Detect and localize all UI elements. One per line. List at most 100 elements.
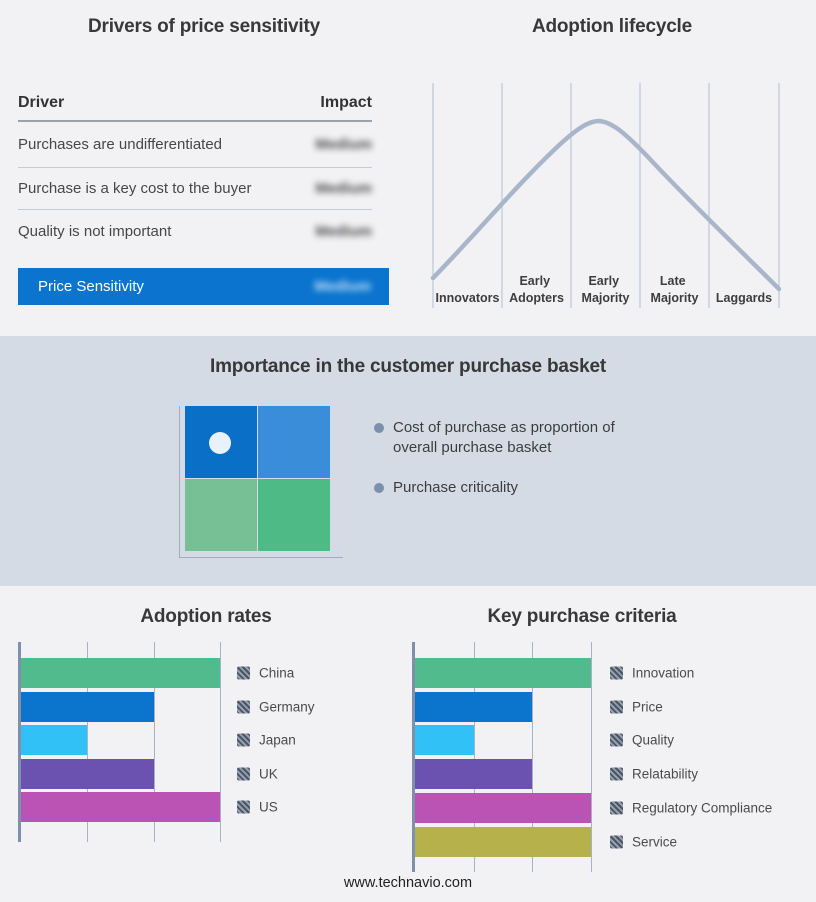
gridline [220,642,221,842]
legend-item-quality: Quality [610,733,674,748]
legend-label: US [259,799,278,815]
drivers-table-header: Driver Impact [18,94,372,122]
website-link: www.technavio.com [343,875,473,891]
bar-japan [21,725,88,755]
basket-bullet-list: Cost of purchase as proportion of overal… [374,418,626,498]
bar-price [415,691,533,722]
quadrant-bottom-right [258,479,330,551]
legend-label: Japan [259,732,296,748]
quadrant-x-axis [179,557,343,558]
gridline [153,642,155,842]
quadrant-top-right [258,406,330,478]
stage-label: Innovators [436,291,500,305]
basket-title: Importance in the customer purchase bask… [210,356,606,377]
table-row: Purchase is a key cost to the buyer Medi… [18,168,372,210]
gridline [87,642,89,842]
legend-item-germany: Germany [237,699,315,714]
lifecycle-stage-labels: Innovators Early Adopters Early Majority… [436,274,773,305]
lifecycle-gridlines [432,83,780,308]
top-section: Drivers of price sensitivity Adoption li… [0,0,816,336]
legend-label: Innovation [632,665,695,681]
legend-swatch-icon [237,666,250,680]
legend-item-price: Price [610,699,663,714]
key-purchase-criteria-plot [412,642,594,872]
table-spacer [18,252,389,268]
stage-label: Late Majority [651,274,699,305]
column-driver: Driver [18,94,65,111]
position-marker-dot [209,432,231,454]
legend-label: UK [259,766,278,781]
stage-label: Early Majority [582,274,630,305]
quadrant-bottom-left [185,479,257,551]
legend-swatch-icon [610,801,623,815]
legend-label: Regulatory Compliance [632,800,773,816]
bullet-icon [374,423,384,433]
legend-swatch-icon [610,666,623,680]
legend-swatch-icon [610,700,623,714]
driver-label: Quality is not important [18,222,172,240]
price-sensitivity-row: Price Sensitivity Medium [18,268,389,305]
driver-label: Purchase is a key cost to the buyer [18,180,252,197]
column-impact: Impact [320,94,372,111]
stage-label: Early Adopters [509,274,564,305]
gridline [473,642,475,872]
legend-label: China [259,665,295,681]
bullet-icon [374,483,384,493]
purchase-basket-section: Importance in the customer purchase bask… [0,336,816,586]
bar-service [415,826,591,857]
gridline [532,642,534,872]
key-purchase-criteria-title: Key purchase criteria [487,606,677,627]
drivers-title: Drivers of price sensitivity [87,16,320,37]
legend-swatch-icon [237,800,250,814]
legend-item-japan: Japan [237,733,296,748]
impact-value-blurred: Medium [315,222,372,240]
legend-swatch-icon [610,733,623,747]
bar-regulatory-compliance [415,792,591,823]
legend-item-uk: UK [237,766,278,781]
lifecycle-chart: Innovators Early Adopters Early Majority… [430,83,782,308]
legend-swatch-icon [237,700,250,713]
bottom-section: Adoption rates Key purchase criteria Chi… [0,586,816,902]
bar-china [21,658,220,688]
legend-label: Germany [259,699,315,714]
drivers-table: Driver Impact Purchases are undifferenti… [18,94,389,305]
impact-value-blurred: Medium [314,278,371,295]
legend-swatch-icon [237,733,250,747]
bullet-text: Cost of purchase as proportion of overal… [393,419,615,456]
legend-item-relatability: Relatability [610,767,698,782]
lifecycle-title: Adoption lifecycle [531,16,693,37]
driver-label: Purchases are undifferentiated [18,136,223,153]
bar-quality [415,725,474,756]
legend-item-service: Service [610,834,677,849]
adoption-rates-chart: China Germany Japan UK US [18,642,315,842]
adoption-rates-plot [18,642,223,842]
impact-value-blurred: Medium [315,180,372,197]
list-item: Cost of purchase as proportion of overal… [374,418,626,457]
stage-label: Laggards [716,291,772,305]
bell-curve [430,118,782,292]
list-item: Purchase criticality [374,478,626,498]
bar-germany [21,691,154,722]
legend-swatch-icon [610,835,623,848]
legend-item-china: China [237,666,294,681]
legend-item-regulatory-compliance: Regulatory Compliance [610,800,772,815]
legend-item-us: US [237,800,278,815]
impact-value-blurred: Medium [315,136,372,153]
legend-swatch-icon [610,767,623,781]
legend-label: Relatability [632,766,699,782]
legend-label: Price [632,699,663,715]
quadrant-y-axis [179,406,180,558]
key-purchase-criteria-chart: Innovation Price Quality Relatability Regula… [412,642,772,872]
legend-swatch-icon [237,767,250,780]
bar-uk [21,758,154,789]
bar-relatability [415,759,533,790]
legend-item-innovation: Innovation [610,666,694,681]
bullet-text: Purchase criticality [393,479,519,496]
legend-label: Service [632,834,678,849]
table-row: Purchases are undifferentiated Medium [18,122,372,168]
gridline [591,642,592,872]
bar-innovation [415,658,591,688]
driver-label: Price Sensitivity [38,278,144,295]
purchase-basket-quadrant [185,406,330,551]
table-row: Quality is not important Medium [18,210,372,252]
